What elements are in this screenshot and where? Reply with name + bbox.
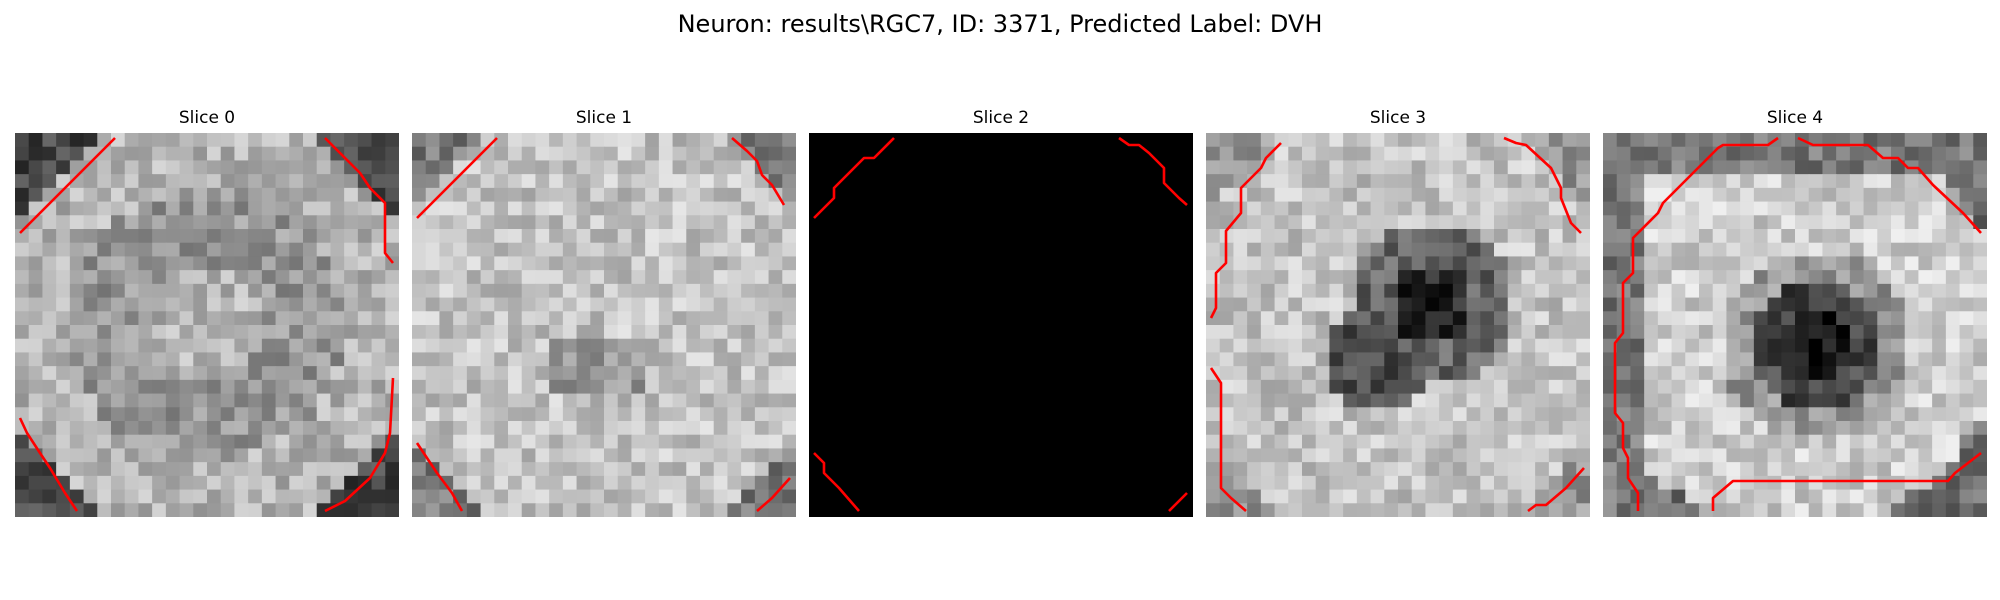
contour-line: [1613, 136, 1779, 511]
contour-line: [324, 137, 395, 264]
pixel-grid: [1206, 133, 1590, 517]
pixel-grid: [15, 133, 399, 517]
contour-line: [324, 377, 395, 513]
contour-line: [813, 452, 860, 512]
contour-line: [416, 137, 498, 219]
pixel-grid: [1603, 133, 1987, 517]
contour-line: [1118, 136, 1188, 206]
contour-line: [813, 137, 895, 219]
figure-title: Neuron: results\RGC7, ID: 3371, Predicte…: [677, 10, 1323, 38]
slice-image-3: [1206, 133, 1590, 517]
pixel-grid: [412, 133, 796, 517]
contour-line: [18, 417, 79, 512]
contour-line: [731, 137, 786, 206]
contour-line: [415, 442, 464, 512]
contour-line: [1527, 467, 1585, 513]
pixel-grid: [809, 133, 1193, 517]
contour-line: [1209, 367, 1247, 512]
contour-line: [19, 137, 116, 234]
slice-image-1: [412, 133, 796, 517]
contour-line: [1168, 492, 1188, 512]
slice-title-0: Slice 0: [178, 108, 236, 128]
contour-line: [756, 477, 791, 512]
contour-line: [1503, 136, 1582, 234]
contour-line: [1209, 142, 1282, 319]
slice-title-2: Slice 2: [972, 108, 1030, 128]
slice-image-2: [809, 133, 1193, 517]
slice-title-1: Slice 1: [575, 108, 633, 128]
slice-title-3: Slice 3: [1369, 108, 1427, 128]
slice-image-0: [15, 133, 399, 517]
slice-image-4: [1603, 133, 1987, 517]
contour-line: [1711, 451, 1982, 511]
contour-line: [1797, 136, 1982, 234]
slice-title-4: Slice 4: [1766, 108, 1824, 128]
